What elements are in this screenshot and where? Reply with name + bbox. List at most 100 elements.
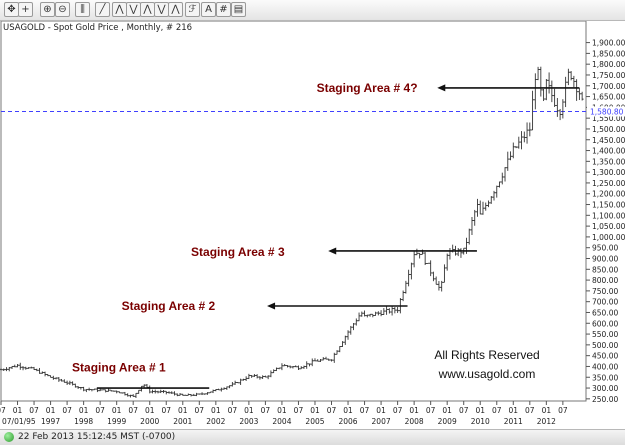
x-month-label: 01 xyxy=(79,406,89,415)
x-month-label: 07 xyxy=(426,406,436,415)
y-tick-label: 1,850.00 xyxy=(592,49,625,58)
x-month-label: 07 xyxy=(492,406,502,415)
y-tick-label: 800.00 xyxy=(592,276,618,285)
toolbar: ✥ + ⊕ ⊖ ⫼ ╱ ⋀ ⋁ ⋀ ⋁ ⋀ ℱ A # ▤ xyxy=(0,0,625,21)
x-month-label: 01 xyxy=(244,406,254,415)
x-year-label: 2001 xyxy=(173,417,192,426)
y-tick-label: 1,000.00 xyxy=(592,233,625,242)
move-icon[interactable]: ✥ xyxy=(4,2,19,17)
trend-e-icon[interactable]: ⋀ xyxy=(168,2,183,17)
y-tick-label: 1,400.00 xyxy=(592,147,625,156)
x-month-label: 01 xyxy=(178,406,188,415)
x-year-label: 2011 xyxy=(504,417,523,426)
y-tick-label: 400.00 xyxy=(592,362,618,371)
trend-a-icon[interactable]: ⋀ xyxy=(112,2,127,17)
print-icon[interactable]: ▤ xyxy=(231,2,246,17)
x-month-label: 01 xyxy=(442,406,452,415)
x-year-label: 2000 xyxy=(140,417,159,426)
bar-style-icon[interactable]: ⫼ xyxy=(75,2,90,17)
x-month-label: 07 xyxy=(294,406,304,415)
y-tick-label: 650.00 xyxy=(592,308,618,317)
x-month-label: 07 xyxy=(393,406,403,415)
zoom-out-icon[interactable]: ⊖ xyxy=(55,2,70,17)
x-month-label: 01 xyxy=(211,406,221,415)
x-year-label: 2007 xyxy=(372,417,391,426)
y-tick-label: 1,150.00 xyxy=(592,201,625,210)
staging-area-label: Staging Area # 4? xyxy=(317,81,418,95)
status-bar: 22 Feb 2013 15:12:45 MST (-0700) xyxy=(0,429,625,445)
watermark-text: www.usagold.com xyxy=(438,367,536,381)
y-tick-label: 900.00 xyxy=(592,255,618,264)
x-year-label: 2003 xyxy=(239,417,258,426)
trend-c-icon[interactable]: ⋀ xyxy=(140,2,155,17)
x-month-label: 07 xyxy=(525,406,535,415)
y-tick-label: 300.00 xyxy=(592,384,618,393)
y-tick-label: 500.00 xyxy=(592,341,618,350)
x-month-label: 07 xyxy=(459,406,469,415)
x-month-label: 07 xyxy=(558,406,568,415)
x-month-label: 01 xyxy=(475,406,485,415)
x-month-label: 07 xyxy=(228,406,238,415)
staging-area-label: Staging Area # 1 xyxy=(72,361,166,375)
y-tick-label: 1,200.00 xyxy=(592,190,625,199)
reference-label: 1,580.80 xyxy=(590,108,624,117)
trend-d-icon[interactable]: ⋁ xyxy=(154,2,169,17)
x-month-label: 01 xyxy=(376,406,386,415)
y-tick-label: 950.00 xyxy=(592,244,618,253)
x-month-label: 01 xyxy=(145,406,155,415)
y-tick-label: 750.00 xyxy=(592,287,618,296)
x-year-label: 2002 xyxy=(206,417,225,426)
x-month-label: 01 xyxy=(343,406,353,415)
x-month-label: 07 xyxy=(95,406,105,415)
y-tick-label: 700.00 xyxy=(592,298,618,307)
x-month-label: 01 xyxy=(509,406,519,415)
grid-icon[interactable]: # xyxy=(216,2,231,17)
fibonacci-icon[interactable]: ℱ xyxy=(185,2,200,17)
x-month-label: 07 xyxy=(261,406,271,415)
arrow-head-icon xyxy=(267,302,276,310)
draw-line-icon[interactable]: ╱ xyxy=(95,2,110,17)
y-tick-label: 450.00 xyxy=(592,352,618,361)
plot-frame xyxy=(0,21,587,402)
x-month-label: 07 xyxy=(195,406,205,415)
y-tick-label: 1,700.00 xyxy=(592,82,625,91)
y-tick-label: 850.00 xyxy=(592,265,618,274)
x-month-label: 01 xyxy=(310,406,320,415)
y-tick-label: 1,300.00 xyxy=(592,168,625,177)
x-month-label: 01 xyxy=(409,406,419,415)
staging-area-label: Staging Area # 3 xyxy=(191,245,285,259)
text-icon[interactable]: A xyxy=(201,2,216,17)
watermark-text: All Rights Reserved xyxy=(434,348,539,362)
chart: Staging Area # 1 Staging Area # 2 Staging … xyxy=(0,21,625,426)
x-month-label: 07 xyxy=(0,406,6,415)
y-tick-label: 1,550.00 xyxy=(592,114,625,123)
x-start-label: 07/01/95 xyxy=(2,417,36,426)
status-indicator-icon xyxy=(4,432,14,442)
status-timestamp: 22 Feb 2013 15:12:45 MST (-0700) xyxy=(18,432,176,442)
staging-area-label: Staging Area # 2 xyxy=(122,299,216,313)
y-tick-label: 1,050.00 xyxy=(592,222,625,231)
trend-b-icon[interactable]: ⋁ xyxy=(126,2,141,17)
x-month-label: 01 xyxy=(13,406,23,415)
y-tick-label: 600.00 xyxy=(592,319,618,328)
x-year-label: 1997 xyxy=(41,417,60,426)
x-year-label: 2009 xyxy=(438,417,457,426)
x-year-label: 2012 xyxy=(537,417,556,426)
y-tick-label: 250.00 xyxy=(592,395,618,404)
y-tick-label: 350.00 xyxy=(592,373,618,382)
reference-label-bg xyxy=(587,106,625,117)
arrow-head-icon xyxy=(328,247,337,255)
x-year-label: 2008 xyxy=(405,417,424,426)
x-month-label: 07 xyxy=(327,406,337,415)
y-tick-label: 1,350.00 xyxy=(592,157,625,166)
x-month-label: 01 xyxy=(112,406,122,415)
x-year-label: 2004 xyxy=(272,417,291,426)
x-month-label: 01 xyxy=(542,406,552,415)
x-year-label: 2006 xyxy=(338,417,357,426)
crosshair-icon[interactable]: + xyxy=(18,2,33,17)
y-tick-label: 1,100.00 xyxy=(592,211,625,220)
x-month-label: 01 xyxy=(277,406,287,415)
zoom-in-icon[interactable]: ⊕ xyxy=(40,2,55,17)
y-tick-label: 1,500.00 xyxy=(592,125,625,134)
y-tick-label: 1,800.00 xyxy=(592,60,625,69)
